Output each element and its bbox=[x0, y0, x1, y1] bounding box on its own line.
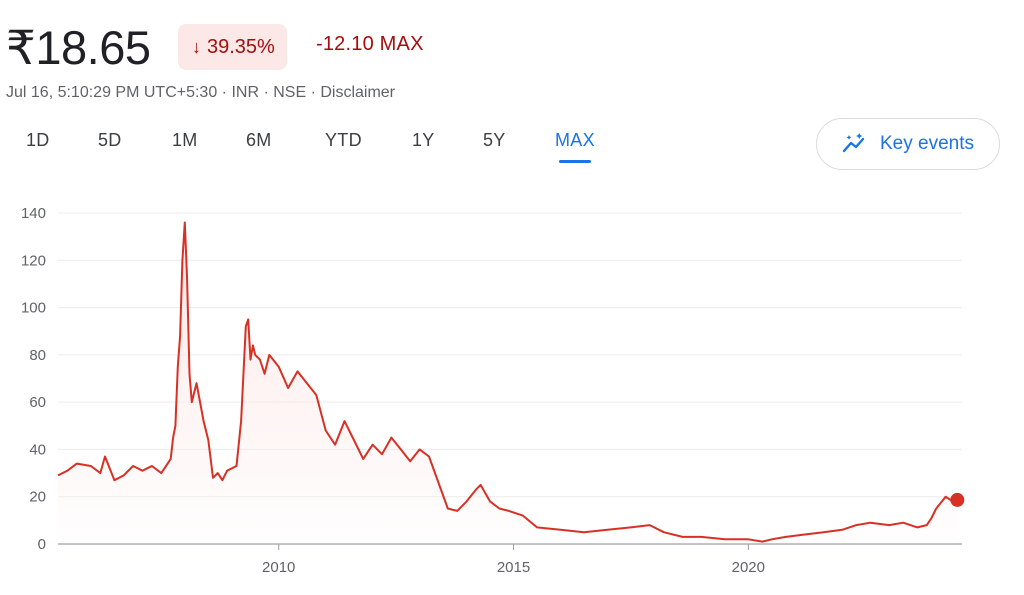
price-chart: 0 20 40 60 80 100 120 140 2010 2015 2020 bbox=[21, 205, 965, 576]
tab-5y[interactable]: 5Y bbox=[483, 130, 506, 150]
arrow-down-icon: ↓ bbox=[192, 36, 201, 57]
x-tick-label: 2010 bbox=[262, 559, 295, 576]
tab-ytd[interactable]: YTD bbox=[325, 130, 362, 150]
tab-max[interactable]: MAX bbox=[555, 130, 595, 163]
y-tick-label: 60 bbox=[29, 394, 46, 411]
change-absolute: -12.10 MAX bbox=[316, 33, 424, 55]
x-tick-label: 2020 bbox=[732, 559, 765, 576]
tab-1d[interactable]: 1D bbox=[26, 130, 50, 150]
price-line bbox=[57, 221, 958, 543]
current-price: ₹18.65 bbox=[6, 21, 151, 74]
tab-1m[interactable]: 1M bbox=[172, 130, 198, 150]
x-tick-label: 2015 bbox=[497, 559, 530, 576]
y-tick-label: 20 bbox=[29, 489, 46, 506]
active-tab-indicator bbox=[559, 160, 591, 163]
key-events-label: Key events bbox=[880, 133, 974, 154]
y-tick-label: 120 bbox=[21, 252, 46, 269]
current-price-marker bbox=[950, 492, 965, 507]
y-tick-label: 0 bbox=[38, 536, 46, 553]
price-area-fill bbox=[58, 222, 958, 544]
y-tick-label: 140 bbox=[21, 205, 46, 222]
key-events-button[interactable]: Key events bbox=[816, 118, 1000, 170]
y-tick-label: 100 bbox=[21, 300, 46, 317]
tab-6m[interactable]: 6M bbox=[246, 130, 272, 150]
change-percent: 39.35% bbox=[207, 35, 275, 58]
change-badge: ↓ 39.35% bbox=[178, 24, 287, 70]
y-tick-label: 40 bbox=[29, 441, 46, 458]
tab-max-label: MAX bbox=[555, 130, 595, 150]
y-tick-label: 80 bbox=[29, 347, 46, 364]
tab-1y[interactable]: 1Y bbox=[412, 130, 435, 150]
tab-5d[interactable]: 5D bbox=[98, 130, 122, 150]
sparkline-trend-icon bbox=[842, 133, 865, 153]
price-meta: Jul 16, 5:10:29 PM UTC+5:30 · INR · NSE … bbox=[6, 84, 396, 101]
